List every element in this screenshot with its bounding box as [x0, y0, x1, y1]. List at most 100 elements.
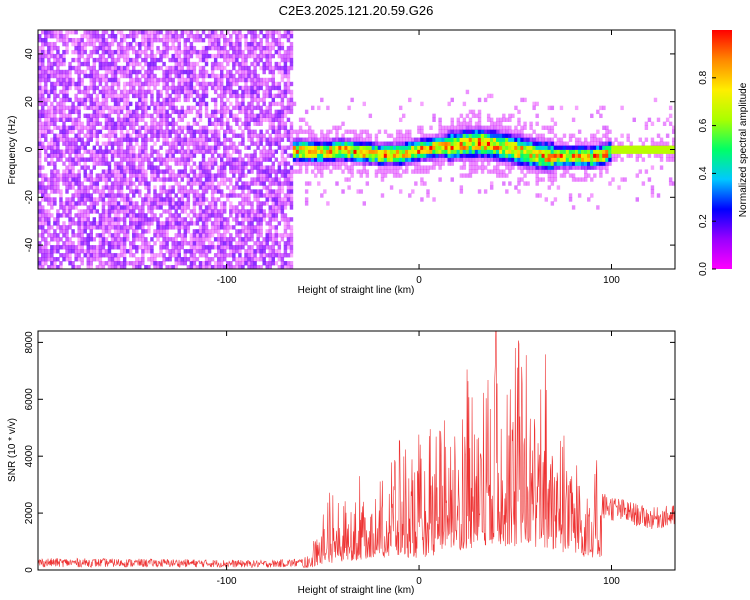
- heatmap-cell: [56, 49, 60, 55]
- heatmap-cell: [408, 129, 412, 134]
- heatmap-cell: [213, 45, 218, 51]
- heatmap-cell: [174, 209, 178, 214]
- heatmap-cell: [341, 169, 345, 174]
- heatmap-cell: [544, 169, 548, 174]
- heatmap-cell: [74, 37, 78, 43]
- heatmap-cell: [210, 265, 215, 270]
- heatmap-cell: [335, 153, 339, 158]
- heatmap-cell: [110, 233, 115, 238]
- heatmap-cell: [147, 37, 151, 43]
- heatmap-cell: [441, 133, 445, 138]
- heatmap-cell: [259, 161, 263, 166]
- heatmap-cell: [247, 117, 251, 123]
- heatmap-cell: [162, 225, 166, 230]
- heatmap-cell: [271, 45, 275, 51]
- heatmap-cell: [235, 249, 239, 254]
- heatmap-cell: [116, 193, 121, 198]
- heatmap-cell: [38, 117, 42, 123]
- heatmap-cell: [62, 37, 66, 43]
- heatmap-cell: [110, 201, 115, 206]
- heatmap-cell: [265, 169, 269, 174]
- heatmap-cell: [220, 193, 224, 198]
- heatmap-cell: [177, 161, 181, 166]
- heatmap-cell: [502, 129, 506, 134]
- heatmap-cell: [250, 30, 254, 35]
- heatmap-cell: [141, 37, 145, 43]
- heatmap-cell: [271, 113, 275, 119]
- heatmap-cell: [132, 61, 136, 67]
- heatmap-cell: [147, 77, 151, 83]
- heatmap-cell: [323, 165, 327, 170]
- heatmap-cell: [250, 129, 254, 134]
- heatmap-cell: [216, 85, 221, 91]
- heatmap-cell: [514, 125, 518, 130]
- heatmap-cell: [477, 117, 482, 123]
- heatmap-cell: [53, 133, 57, 138]
- heatmap-cell: [156, 261, 160, 266]
- heatmap-cell: [229, 157, 233, 162]
- heatmap-cell: [256, 145, 260, 150]
- heatmap-cell: [104, 141, 109, 146]
- heatmap-cell: [104, 133, 109, 138]
- heatmap-cell: [265, 177, 269, 182]
- heatmap-cell: [417, 157, 421, 162]
- heatmap-cell: [280, 89, 285, 95]
- heatmap-cell: [268, 205, 272, 210]
- heatmap-cell: [238, 245, 242, 250]
- heatmap-cell: [165, 30, 169, 35]
- heatmap-cell: [192, 241, 197, 246]
- heatmap-cell: [235, 117, 239, 123]
- heatmap-cell: [129, 69, 133, 75]
- heatmap-cell: [150, 129, 154, 134]
- heatmap-cell: [129, 181, 133, 186]
- heatmap-cell: [77, 41, 81, 47]
- heatmap-cell: [395, 169, 400, 174]
- heatmap-cell: [116, 117, 121, 123]
- heatmap-cell: [53, 181, 57, 186]
- heatmap-cell: [511, 137, 515, 142]
- heatmap-cell: [280, 149, 285, 154]
- heatmap-cell: [144, 37, 148, 43]
- heatmap-cell: [125, 201, 130, 206]
- heatmap-cell: [271, 261, 275, 266]
- heatmap-cell: [374, 133, 379, 138]
- heatmap-cell: [174, 129, 178, 134]
- heatmap-cell: [86, 97, 90, 103]
- heatmap-cell: [119, 193, 124, 198]
- heatmap-cell: [365, 141, 370, 146]
- heatmap-cell: [80, 41, 84, 47]
- heatmap-cell: [262, 193, 266, 198]
- heatmap-cell: [259, 121, 263, 126]
- heatmap-cell: [50, 33, 54, 39]
- heatmap-cell: [298, 137, 303, 142]
- heatmap-cell: [189, 141, 194, 146]
- heatmap-cell: [83, 209, 87, 214]
- heatmap-cell: [238, 201, 242, 206]
- heatmap-cell: [165, 245, 169, 250]
- heatmap-cell: [238, 173, 242, 178]
- heatmap-cell: [286, 137, 291, 142]
- heatmap-cell: [110, 217, 115, 222]
- heatmap-cell: [80, 229, 84, 234]
- heatmap-cell: [71, 265, 75, 270]
- heatmap-cell: [380, 169, 385, 174]
- heatmap-cell: [147, 197, 151, 202]
- heatmap-cell: [508, 153, 512, 158]
- heatmap-cell: [65, 233, 69, 238]
- heatmap-cell: [110, 185, 115, 190]
- heatmap-cell: [101, 89, 106, 95]
- heatmap-cell: [168, 69, 172, 75]
- heatmap-cell: [80, 53, 84, 59]
- heatmap-cell: [283, 129, 288, 134]
- heatmap-cell: [232, 209, 236, 214]
- heatmap-cell: [95, 173, 100, 178]
- heatmap-cell: [116, 221, 121, 226]
- heatmap-cell: [265, 233, 269, 238]
- heatmap-cell: [389, 145, 394, 150]
- heatmap-cell: [62, 93, 66, 99]
- heatmap-cell: [162, 49, 166, 55]
- heatmap-cell: [147, 105, 151, 111]
- heatmap-cell: [47, 109, 51, 115]
- heatmap-cell: [92, 177, 97, 182]
- heatmap-cell: [277, 241, 282, 246]
